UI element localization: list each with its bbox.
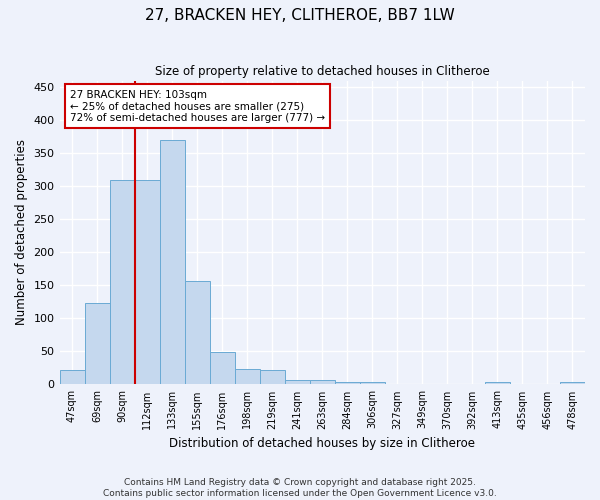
Bar (134, 180, 160, 384)
Bar (85, 302, 110, 384)
Title: Size of property relative to detached houses in Clitheroe: Size of property relative to detached ho… (155, 65, 490, 78)
Text: Contains HM Land Registry data © Crown copyright and database right 2025.
Contai: Contains HM Land Registry data © Crown c… (103, 478, 497, 498)
Bar (260, 370, 285, 384)
Bar (360, 382, 385, 384)
Bar (185, 282, 209, 385)
Text: 27, BRACKEN HEY, CLITHEROE, BB7 1LW: 27, BRACKEN HEY, CLITHEROE, BB7 1LW (145, 8, 455, 22)
Bar (560, 382, 585, 384)
Bar (110, 180, 134, 384)
Bar (485, 382, 510, 384)
X-axis label: Distribution of detached houses by size in Clitheroe: Distribution of detached houses by size … (169, 437, 475, 450)
Bar (335, 382, 360, 384)
Bar (209, 352, 235, 384)
Bar (285, 380, 310, 384)
Bar (310, 380, 335, 384)
Bar (160, 140, 185, 384)
Text: 27 BRACKEN HEY: 103sqm
← 25% of detached houses are smaller (275)
72% of semi-de: 27 BRACKEN HEY: 103sqm ← 25% of detached… (70, 90, 325, 123)
Y-axis label: Number of detached properties: Number of detached properties (15, 140, 28, 326)
Bar (235, 369, 260, 384)
Bar (59, 370, 85, 384)
